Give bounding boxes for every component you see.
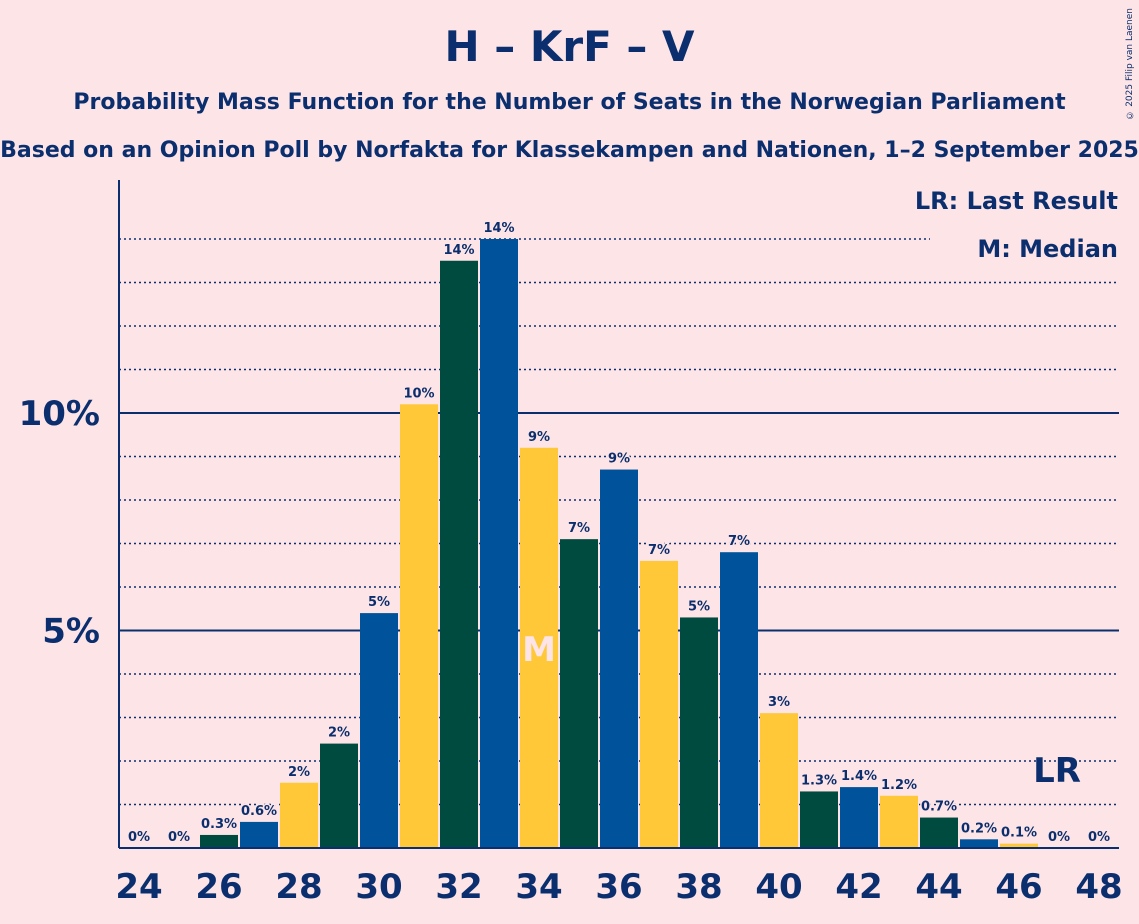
last-result-marker: LR: [1033, 751, 1081, 791]
bar-label-44: 0.7%: [921, 800, 957, 815]
bar-label-43: 1.2%: [881, 778, 917, 793]
bar-34: [520, 447, 558, 848]
bar-32: [440, 260, 478, 848]
bar-label-26: 0.3%: [201, 817, 237, 832]
bar-39: [720, 552, 758, 848]
bar-label-41: 1.3%: [801, 773, 837, 788]
bar-label-24: 0%: [128, 830, 150, 845]
x-axis: 24 26 28 30 32 34 36 38 40 42 44 46 48: [115, 847, 1123, 907]
bar-label-28: 2%: [288, 765, 310, 780]
x-tick-label: 44: [915, 867, 962, 907]
bar-label-25: 0%: [168, 830, 190, 845]
legend-entry: M: Median: [977, 235, 1118, 263]
x-tick-label: 30: [355, 867, 402, 907]
bar-46: [1000, 843, 1038, 848]
x-tick-label: 32: [435, 867, 482, 907]
bar-label-33: 14%: [483, 221, 514, 236]
bar-43: [880, 795, 918, 848]
x-tick-label: 42: [835, 867, 882, 907]
bar-36: [600, 469, 638, 848]
bar-label-31: 10%: [403, 386, 434, 401]
bar-label-35: 7%: [568, 521, 590, 536]
bar-31: [400, 404, 438, 848]
markers: M LR: [522, 630, 1081, 791]
bar-40: [760, 713, 798, 848]
bar-label-45: 0.2%: [961, 821, 997, 836]
x-tick-label: 38: [675, 867, 722, 907]
x-tick-label: 40: [755, 867, 802, 907]
bar-44: [920, 817, 958, 848]
bar-label-38: 5%: [688, 599, 710, 614]
bar-label-27: 0.6%: [241, 804, 277, 819]
bar-label-36: 9%: [608, 452, 630, 467]
bar-label-29: 2%: [328, 726, 350, 741]
bar-label-34: 9%: [528, 430, 550, 445]
bar-26: [200, 834, 238, 848]
bar-label-32: 14%: [443, 243, 474, 258]
bar-38: [680, 617, 718, 848]
bars: [200, 239, 1038, 848]
bar-28: [280, 782, 318, 848]
legend-background: [930, 234, 1122, 264]
x-tick-label: 46: [995, 867, 1042, 907]
chart-subtitle: Probability Mass Function for the Number…: [73, 90, 1066, 115]
y-tick-label: 10%: [19, 394, 100, 434]
bar-label-48: 0%: [1088, 830, 1110, 845]
bar-42: [840, 787, 878, 848]
legend-entry: LR: Last Result: [915, 187, 1118, 215]
legend-background: [930, 186, 1122, 216]
bar-value-labels: 0% 0% 0.3% 0.6% 2% 2% 5% 10% 14% 14% 9% 7% 9% 7% 5% 7% 3…: [126, 220, 1111, 847]
bar-label-37: 7%: [648, 543, 670, 558]
legend: LR: Last Result M: Median: [915, 186, 1122, 264]
y-axis: 5% 10%: [19, 180, 120, 848]
bar-29: [320, 743, 358, 848]
x-tick-label: 26: [195, 867, 242, 907]
bar-35: [560, 539, 598, 848]
bar-30: [360, 613, 398, 848]
x-tick-label: 36: [595, 867, 642, 907]
bar-label-46: 0.1%: [1001, 826, 1037, 841]
bar-label-40: 3%: [768, 695, 790, 710]
bar-45: [960, 839, 998, 848]
bar-41: [800, 791, 838, 848]
chart-title: H – KrF – V: [444, 22, 695, 71]
x-tick-label: 34: [515, 867, 562, 907]
median-marker: M: [522, 630, 556, 670]
bar-label-30: 5%: [368, 595, 390, 610]
bar-27: [240, 821, 278, 848]
x-tick-label: 28: [275, 867, 322, 907]
x-tick-label: 24: [115, 867, 162, 907]
bar-label-47: 0%: [1048, 830, 1070, 845]
bar-label-42: 1.4%: [841, 769, 877, 784]
x-tick-label: 48: [1075, 867, 1122, 907]
bar-label-39: 7%: [728, 534, 750, 549]
bar-37: [640, 560, 678, 848]
chart-source: Based on an Opinion Poll by Norfakta for…: [0, 138, 1139, 163]
y-tick-label: 5%: [42, 612, 100, 652]
bar-33: [480, 239, 518, 848]
